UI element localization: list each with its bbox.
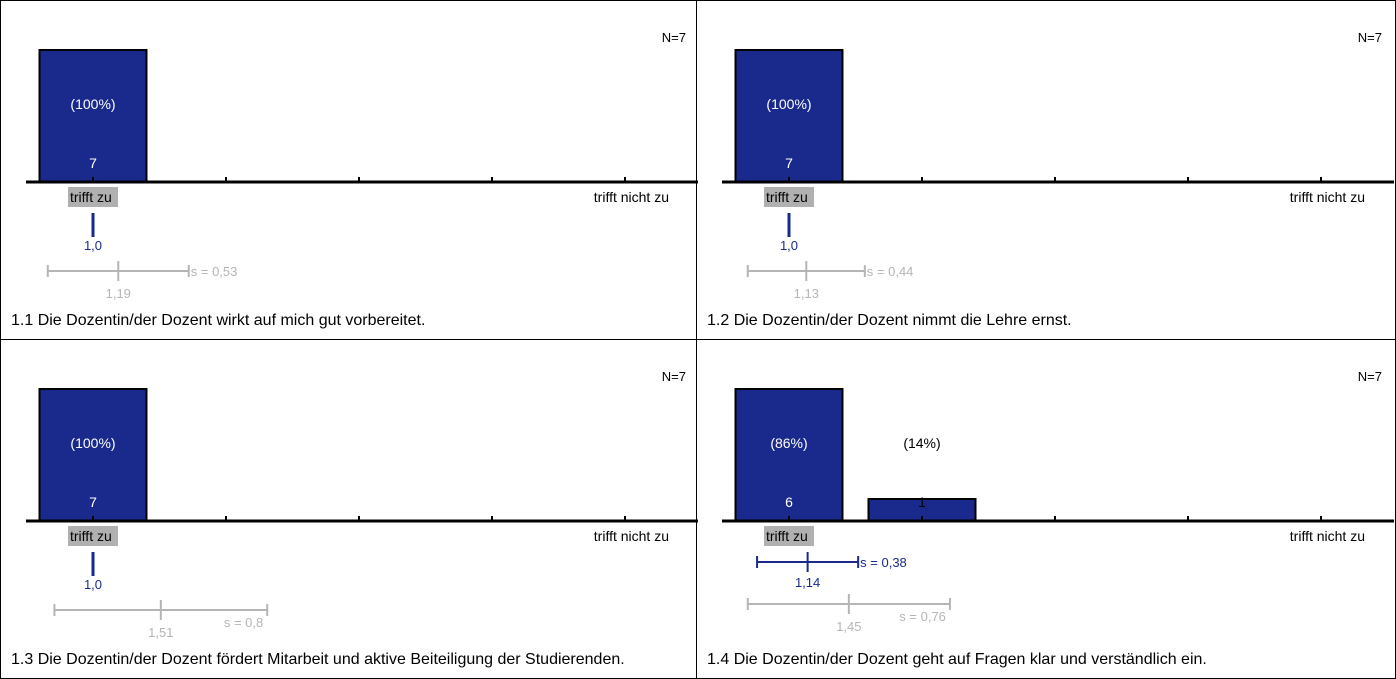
scale-left-label-bg bbox=[68, 526, 118, 546]
chart-panel-3: N=7 (100%) 7 trifft zu trifft nicht zu 1,0 1,5… bbox=[0, 339, 698, 679]
question-text-2: 1.2 Die Dozentin/der Dozent nimmt die Le… bbox=[707, 312, 1072, 329]
scale-left-label-bg bbox=[764, 187, 814, 207]
scale-left-label-bg bbox=[68, 187, 118, 207]
chart-panel-4: N=7 (86%) 6 (14%) 1 trifft zu trifft nicht zu 1… bbox=[697, 339, 1396, 679]
scale-right-label: trifft nicht zu bbox=[1290, 528, 1365, 544]
scale-right-label: trifft nicht zu bbox=[1290, 189, 1365, 205]
chart-panel-2: N=7 (100%) 7 trifft zu trifft nicht zu 1,0 1,1… bbox=[697, 0, 1396, 340]
scale-left-label: trifft zu bbox=[70, 189, 112, 205]
reference-value-label: 1,13 bbox=[794, 286, 819, 301]
chart-svg-2: N=7 (100%) 7 trifft zu trifft nicht zu 1,0 1,1… bbox=[722, 30, 1394, 301]
chart-svg-4: N=7 (86%) 6 (14%) 1 trifft zu trifft nicht zu 1… bbox=[722, 369, 1394, 634]
bar-percent-label-1: (100%) bbox=[70, 435, 115, 451]
bar-percent-label-2: (14%) bbox=[903, 435, 940, 451]
bar-1 bbox=[734, 388, 844, 522]
scale-left-label: trifft zu bbox=[766, 528, 808, 544]
reference-sd-label: s = 0,53 bbox=[191, 264, 238, 279]
reference-sd-label: s = 0,8 bbox=[224, 615, 263, 630]
n-label: N=7 bbox=[662, 369, 686, 384]
n-label: N=7 bbox=[1358, 369, 1382, 384]
chart-svg-3: N=7 (100%) 7 trifft zu trifft nicht zu 1,0 1,5… bbox=[26, 369, 698, 640]
bar-percent-label-1: (100%) bbox=[766, 96, 811, 112]
bar-count-label-1: 7 bbox=[785, 155, 793, 171]
bar-1 bbox=[38, 388, 148, 522]
scale-right-label: trifft nicht zu bbox=[594, 189, 669, 205]
reference-value-label: 1,51 bbox=[148, 625, 173, 640]
mean-value-label: 1,0 bbox=[84, 238, 102, 253]
scale-left-label-bg bbox=[764, 526, 814, 546]
bar-count-label-1: 7 bbox=[89, 494, 97, 510]
bar-1 bbox=[38, 49, 148, 183]
reference-value-label: 1,45 bbox=[836, 619, 861, 634]
bar-1 bbox=[734, 49, 844, 183]
bar-percent-label-1: (86%) bbox=[770, 435, 807, 451]
scale-left-label: trifft zu bbox=[766, 189, 808, 205]
n-label: N=7 bbox=[1358, 30, 1382, 45]
question-text-4: 1.4 Die Dozentin/der Dozent geht auf Fra… bbox=[707, 651, 1207, 668]
bar-count-label-1: 6 bbox=[785, 494, 793, 510]
bar-percent-label-1: (100%) bbox=[70, 96, 115, 112]
chart-svg-1: N=7 (100%) 7 trifft zu trifft nicht zu 1,0 1,1… bbox=[26, 30, 698, 301]
question-text-1: 1.1 Die Dozentin/der Dozent wirkt auf mi… bbox=[11, 312, 426, 329]
reference-sd-label: s = 0,76 bbox=[899, 609, 946, 624]
reference-sd-label: s = 0,44 bbox=[867, 264, 914, 279]
reference-value-label: 1,19 bbox=[106, 286, 131, 301]
mean-value-label: 1,14 bbox=[795, 575, 820, 590]
question-text-3: 1.3 Die Dozentin/der Dozent fördert Mita… bbox=[11, 651, 625, 668]
chart-panel-1: N=7 (100%) 7 trifft zu trifft nicht zu 1,0 1,1… bbox=[0, 0, 698, 340]
bar-count-label-1: 7 bbox=[89, 155, 97, 171]
scale-left-label: trifft zu bbox=[70, 528, 112, 544]
mean-sd-label: s = 0,38 bbox=[860, 555, 907, 570]
mean-value-label: 1,0 bbox=[780, 238, 798, 253]
bar-count-label-2: 1 bbox=[918, 494, 926, 510]
scale-right-label: trifft nicht zu bbox=[594, 528, 669, 544]
n-label: N=7 bbox=[662, 30, 686, 45]
mean-value-label: 1,0 bbox=[84, 577, 102, 592]
